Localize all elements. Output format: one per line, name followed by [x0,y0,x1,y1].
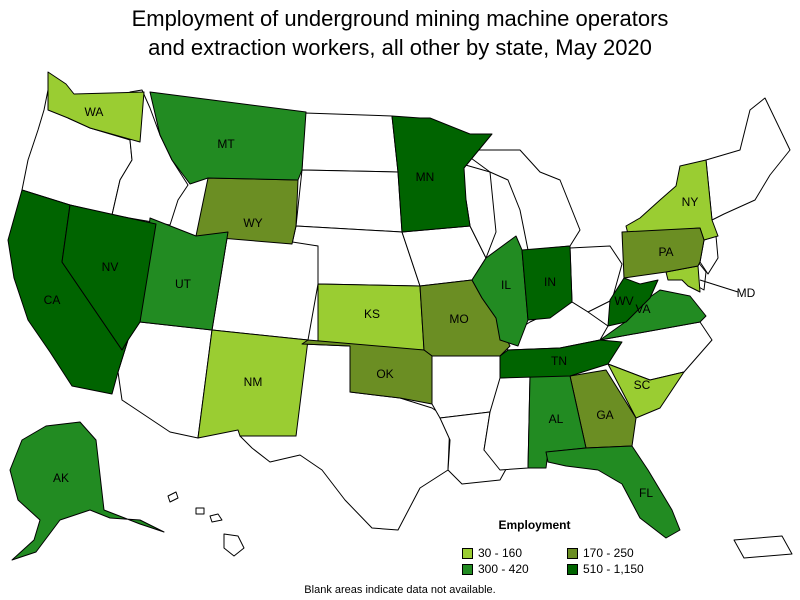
map-title: Employment of underground mining machine… [0,4,800,62]
label-fl: FL [639,486,653,500]
label-va: VA [635,302,650,316]
md-leader-line [699,279,739,293]
legend-label: 510 - 1,150 [583,562,644,576]
state-in[interactable] [521,245,573,321]
label-in: IN [544,275,556,289]
label-al: AL [549,412,564,426]
legend-grid: 30 - 160 170 - 250 300 - 420 510 - 1,150 [462,546,662,576]
state-wa[interactable] [47,71,145,143]
legend-label: 30 - 160 [478,546,523,560]
label-ca: CA [44,293,61,307]
state-mt[interactable] [149,91,307,185]
legend-swatch [462,547,473,559]
state-new-england[interactable] [705,97,791,221]
label-ok: OK [376,367,393,381]
label-ks: KS [364,307,380,321]
legend-swatch [567,563,578,575]
legend: Employment 30 - 160 170 - 250 300 - 420 … [462,518,662,576]
state-pa[interactable] [621,227,705,279]
label-wa: WA [85,105,104,119]
state-co[interactable] [211,231,319,341]
label-mo: MO [449,312,468,326]
state-hi-4[interactable] [223,533,245,557]
label-ak: AK [53,471,69,485]
state-nv[interactable] [61,204,157,351]
state-ok[interactable] [301,339,433,405]
map-title-line-2: and extraction workers, all other by sta… [148,35,652,60]
state-pr[interactable] [733,535,793,559]
label-wy: WY [243,216,262,230]
label-wv: WV [614,294,633,308]
state-az[interactable] [117,321,213,439]
state-fl[interactable] [545,445,681,539]
label-pa: PA [658,245,673,259]
state-ak[interactable] [9,421,165,561]
legend-item: 510 - 1,150 [567,562,667,576]
state-wv[interactable] [607,277,659,327]
state-sc[interactable] [607,363,685,419]
label-nv: NV [102,260,119,274]
state-hi-3[interactable] [209,513,223,523]
label-ny: NY [682,195,699,209]
legend-label: 170 - 250 [583,546,634,560]
label-sc: SC [634,378,651,392]
label-nm: NM [244,375,263,389]
map-title-line-1: Employment of underground mining machine… [131,6,669,31]
label-mn: MN [416,170,435,184]
state-hi-1[interactable] [167,491,179,503]
label-md: MD [737,286,756,300]
legend-swatch [462,563,473,575]
footnote: Blank areas indicate data not available. [304,584,496,596]
state-sd[interactable] [295,169,403,233]
label-ga: GA [596,408,613,422]
legend-item: 30 - 160 [462,546,567,560]
label-tn: TN [551,354,567,368]
legend-swatch [567,547,578,559]
legend-item: 170 - 250 [567,546,667,560]
state-hi-2[interactable] [195,507,205,515]
legend-item: 300 - 420 [462,562,567,576]
legend-title: Employment [498,518,571,532]
state-il[interactable] [471,235,529,347]
label-ut: UT [175,277,192,291]
state-ny[interactable] [625,159,719,241]
label-mt: MT [217,137,235,151]
label-il: IL [501,278,511,292]
state-mn[interactable] [391,115,493,233]
state-tn[interactable] [499,339,623,379]
legend-label: 300 - 420 [478,562,529,576]
state-nd[interactable] [301,112,399,173]
